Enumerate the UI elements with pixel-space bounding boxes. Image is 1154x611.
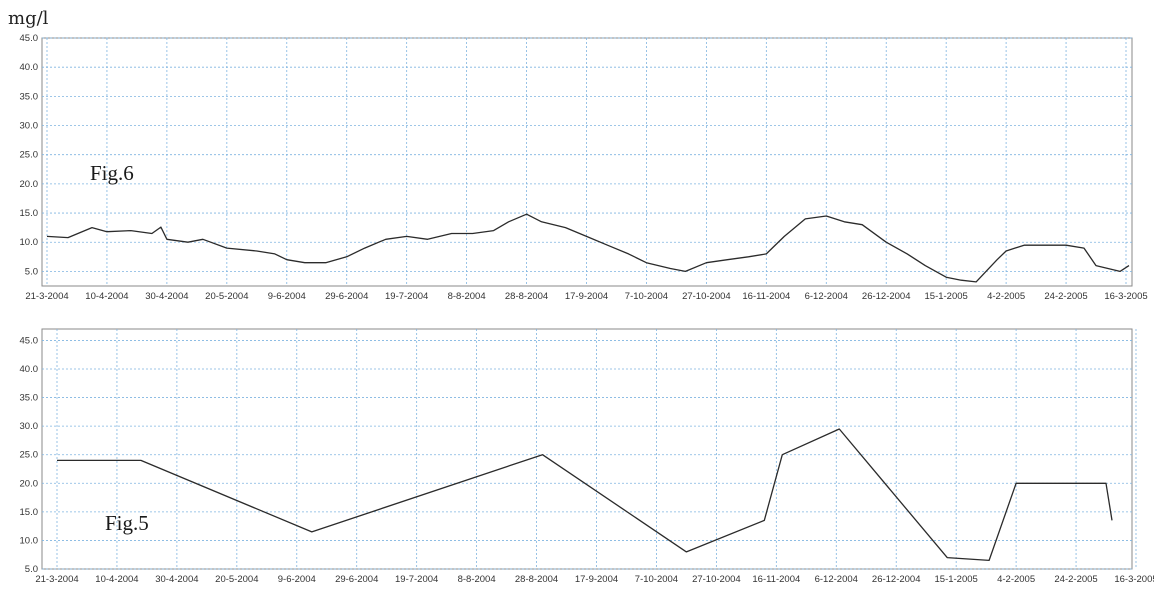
x-tick-label: 7-10-2004 [625, 291, 668, 302]
figure-label: Fig.6 [90, 161, 134, 185]
x-tick-label: 26-12-2004 [872, 574, 921, 585]
x-tick-labels: 21-3-2004 10-4-2004 30-4-2004 20-5-2004 9-6-… [35, 574, 1154, 585]
x-tick-label: 15-1-2005 [935, 574, 978, 585]
y-tick-label: 25.0 [20, 450, 39, 461]
x-tick-label: 16-11-2004 [752, 574, 800, 585]
x-tick-label: 6-12-2004 [805, 291, 848, 302]
y-tick-label: 10.0 [20, 237, 39, 248]
data-line [46, 213, 1130, 283]
x-tick-label: 27-10-2004 [692, 574, 741, 585]
x-tick-label: 24-2-2005 [1044, 291, 1087, 302]
y-tick-label: 15.0 [20, 507, 39, 518]
x-tick-label: 10-4-2004 [95, 574, 138, 585]
x-tick-labels: 21-3-2004 10-4-2004 30-4-2004 20-5-2004 9-6-… [25, 291, 1147, 302]
x-tick-label: 15-1-2005 [925, 291, 968, 302]
chart-fig5: 5.0 10.0 15.0 20.0 25.0 30.0 35.0 40.0 45.0 21-3… [20, 328, 1154, 585]
x-tick-label: 27-10-2004 [682, 291, 731, 302]
y-tick-label: 10.0 [20, 535, 39, 546]
x-tick-label: 20-5-2004 [205, 291, 248, 302]
y-tick-label: 20.0 [20, 478, 39, 489]
x-tick-label: 24-2-2005 [1054, 574, 1097, 585]
x-tick-label: 19-7-2004 [385, 291, 428, 302]
x-tick-label: 16-3-2005 [1114, 574, 1154, 585]
y-tick-label: 30.0 [20, 121, 39, 132]
gridlines [42, 329, 1137, 570]
x-tick-label: 4-2-2005 [997, 574, 1035, 585]
y-tick-label: 40.0 [20, 364, 39, 375]
x-tick-label: 7-10-2004 [635, 574, 678, 585]
y-tick-label: 15.0 [20, 208, 39, 219]
y-tick-label: 35.0 [20, 91, 39, 102]
plot-frame [41, 328, 1133, 570]
y-tick-label: 20.0 [20, 179, 39, 190]
x-tick-label: 10-4-2004 [85, 291, 128, 302]
y-unit-label: mg/l [8, 8, 49, 29]
x-tick-label: 8-8-2004 [448, 291, 486, 302]
x-tick-label: 21-3-2004 [35, 574, 78, 585]
y-tick-label: 40.0 [20, 62, 39, 73]
y-tick-label: 25.0 [20, 150, 39, 161]
figure-label: Fig.5 [105, 511, 149, 535]
x-tick-label: 9-6-2004 [268, 291, 306, 302]
x-tick-label: 4-2-2005 [987, 291, 1025, 302]
x-tick-label: 29-6-2004 [335, 574, 378, 585]
chart-fig6: 5.0 10.0 15.0 20.0 25.0 30.0 35.0 40.0 45.0 21-3… [20, 33, 1148, 302]
y-tick-label: 5.0 [25, 564, 38, 575]
x-tick-label: 8-8-2004 [458, 574, 496, 585]
x-tick-label: 30-4-2004 [155, 574, 198, 585]
data-line [57, 428, 1113, 562]
x-tick-label: 17-9-2004 [575, 574, 618, 585]
x-tick-label: 6-12-2004 [815, 574, 858, 585]
x-tick-label: 28-8-2004 [515, 574, 558, 585]
x-tick-label: 26-12-2004 [862, 291, 911, 302]
x-tick-label: 29-6-2004 [325, 291, 368, 302]
gridlines [42, 37, 1132, 286]
x-tick-label: 20-5-2004 [215, 574, 258, 585]
x-tick-label: 17-9-2004 [565, 291, 608, 302]
x-tick-label: 16-11-2004 [742, 291, 790, 302]
x-tick-label: 9-6-2004 [278, 574, 316, 585]
y-tick-labels: 5.0 10.0 15.0 20.0 25.0 30.0 35.0 40.0 45.0 [20, 33, 39, 277]
x-tick-label: 21-3-2004 [25, 291, 68, 302]
x-tick-label: 16-3-2005 [1104, 291, 1147, 302]
x-tick-label: 28-8-2004 [505, 291, 548, 302]
y-tick-label: 35.0 [20, 393, 39, 404]
y-tick-labels: 5.0 10.0 15.0 20.0 25.0 30.0 35.0 40.0 45.0 [20, 335, 39, 575]
y-tick-label: 45.0 [20, 335, 39, 346]
plot-frame [41, 37, 1133, 287]
x-tick-label: 19-7-2004 [395, 574, 438, 585]
x-tick-label: 30-4-2004 [145, 291, 188, 302]
y-tick-label: 30.0 [20, 421, 39, 432]
y-tick-label: 5.0 [25, 266, 38, 277]
y-tick-label: 45.0 [20, 33, 39, 44]
